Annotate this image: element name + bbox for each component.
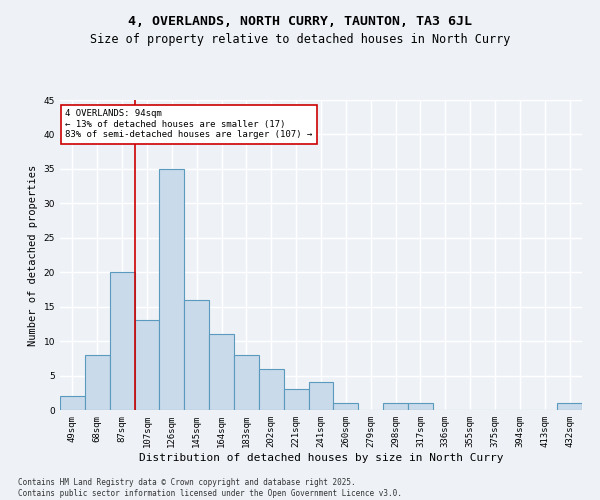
Text: Contains HM Land Registry data © Crown copyright and database right 2025.
Contai: Contains HM Land Registry data © Crown c… [18,478,402,498]
Bar [234,355,259,410]
Text: Size of property relative to detached houses in North Curry: Size of property relative to detached ho… [90,32,510,46]
Bar [334,403,358,410]
Bar [284,390,308,410]
Bar [408,403,433,410]
Bar [184,300,209,410]
Bar [383,403,408,410]
Bar [134,320,160,410]
X-axis label: Distribution of detached houses by size in North Curry: Distribution of detached houses by size … [139,452,503,462]
Text: 4 OVERLANDS: 94sqm
← 13% of detached houses are smaller (17)
83% of semi-detache: 4 OVERLANDS: 94sqm ← 13% of detached hou… [65,110,313,139]
Bar [160,169,184,410]
Y-axis label: Number of detached properties: Number of detached properties [28,164,38,346]
Bar [259,368,284,410]
Bar [60,396,85,410]
Bar [110,272,134,410]
Bar [209,334,234,410]
Bar [85,355,110,410]
Bar [557,403,582,410]
Text: 4, OVERLANDS, NORTH CURRY, TAUNTON, TA3 6JL: 4, OVERLANDS, NORTH CURRY, TAUNTON, TA3 … [128,15,472,28]
Bar [308,382,334,410]
